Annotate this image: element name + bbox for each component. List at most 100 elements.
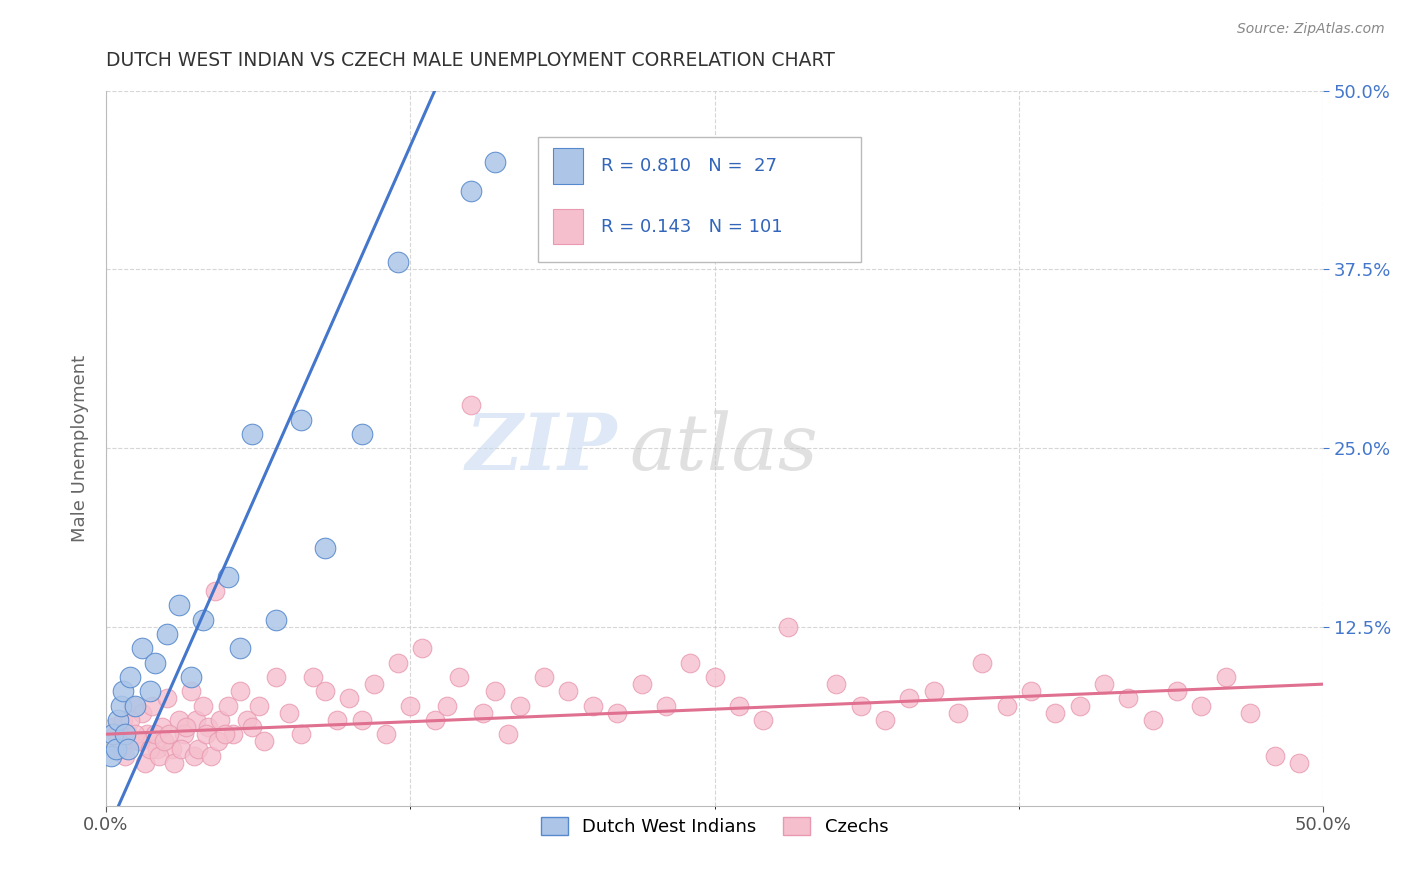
Point bbox=[117, 727, 139, 741]
Point bbox=[200, 748, 222, 763]
Point bbox=[156, 691, 179, 706]
Point bbox=[1191, 698, 1213, 713]
Point bbox=[204, 584, 226, 599]
Point bbox=[157, 727, 180, 741]
Point bbox=[399, 698, 422, 713]
Point bbox=[124, 698, 146, 713]
Point bbox=[153, 734, 176, 748]
Point bbox=[337, 691, 360, 706]
Point bbox=[266, 613, 288, 627]
Point bbox=[1092, 677, 1115, 691]
Point bbox=[703, 670, 725, 684]
Point bbox=[104, 741, 127, 756]
Point bbox=[114, 727, 136, 741]
Point bbox=[387, 255, 409, 269]
Point bbox=[460, 398, 482, 412]
Point bbox=[1069, 698, 1091, 713]
Point bbox=[825, 677, 848, 691]
Point bbox=[606, 706, 628, 720]
Point bbox=[240, 720, 263, 734]
Text: R = 0.143   N = 101: R = 0.143 N = 101 bbox=[602, 218, 783, 235]
Point bbox=[150, 720, 173, 734]
Point bbox=[134, 756, 156, 770]
Point bbox=[387, 656, 409, 670]
Point bbox=[776, 620, 799, 634]
Point bbox=[100, 748, 122, 763]
Point bbox=[350, 713, 373, 727]
Point bbox=[557, 684, 579, 698]
Point bbox=[423, 713, 446, 727]
Point bbox=[207, 734, 229, 748]
Point bbox=[138, 741, 160, 756]
Point bbox=[111, 713, 134, 727]
Point bbox=[143, 656, 166, 670]
Point bbox=[180, 670, 202, 684]
Point bbox=[447, 670, 470, 684]
Point bbox=[302, 670, 325, 684]
Point bbox=[160, 741, 183, 756]
Point bbox=[509, 698, 531, 713]
Point bbox=[120, 713, 142, 727]
Point bbox=[363, 677, 385, 691]
Point bbox=[103, 727, 125, 741]
Text: atlas: atlas bbox=[630, 410, 818, 486]
Point bbox=[326, 713, 349, 727]
Point bbox=[129, 734, 152, 748]
Point bbox=[582, 698, 605, 713]
Point bbox=[217, 570, 239, 584]
Point bbox=[247, 698, 270, 713]
Point bbox=[214, 727, 236, 741]
Point bbox=[193, 613, 215, 627]
Point bbox=[138, 684, 160, 698]
Point bbox=[121, 698, 143, 713]
Point bbox=[533, 670, 555, 684]
Point bbox=[873, 713, 896, 727]
Point bbox=[184, 713, 207, 727]
Point bbox=[1215, 670, 1237, 684]
Point bbox=[107, 741, 129, 756]
Point bbox=[1263, 748, 1285, 763]
Point bbox=[120, 670, 142, 684]
Point bbox=[173, 727, 195, 741]
Point bbox=[221, 727, 243, 741]
Text: R = 0.810   N =  27: R = 0.810 N = 27 bbox=[602, 157, 778, 175]
Point bbox=[146, 741, 169, 756]
Point bbox=[240, 426, 263, 441]
Point bbox=[411, 641, 433, 656]
Point bbox=[131, 641, 153, 656]
Point bbox=[460, 184, 482, 198]
Point bbox=[898, 691, 921, 706]
Bar bbox=[553, 148, 583, 184]
Text: ZIP: ZIP bbox=[465, 410, 617, 486]
Point bbox=[110, 698, 132, 713]
Point bbox=[1288, 756, 1310, 770]
Point bbox=[180, 684, 202, 698]
Point bbox=[849, 698, 872, 713]
Point bbox=[141, 698, 163, 713]
Point bbox=[111, 684, 134, 698]
Point bbox=[183, 748, 205, 763]
Point bbox=[217, 698, 239, 713]
Point bbox=[484, 155, 506, 169]
Text: DUTCH WEST INDIAN VS CZECH MALE UNEMPLOYMENT CORRELATION CHART: DUTCH WEST INDIAN VS CZECH MALE UNEMPLOY… bbox=[105, 51, 835, 70]
Point bbox=[350, 426, 373, 441]
Point bbox=[290, 412, 312, 426]
Point bbox=[236, 713, 259, 727]
Point bbox=[117, 741, 139, 756]
Point bbox=[472, 706, 495, 720]
Point bbox=[314, 541, 336, 556]
Point bbox=[104, 727, 127, 741]
Legend: Dutch West Indians, Czechs: Dutch West Indians, Czechs bbox=[533, 809, 896, 843]
FancyBboxPatch shape bbox=[538, 137, 860, 262]
Point bbox=[1142, 713, 1164, 727]
Point bbox=[197, 720, 219, 734]
Point bbox=[972, 656, 994, 670]
Point bbox=[995, 698, 1018, 713]
Point bbox=[163, 756, 186, 770]
Point bbox=[1118, 691, 1140, 706]
Point bbox=[174, 720, 197, 734]
Point bbox=[946, 706, 969, 720]
Text: Source: ZipAtlas.com: Source: ZipAtlas.com bbox=[1237, 22, 1385, 37]
Point bbox=[679, 656, 702, 670]
Point bbox=[187, 741, 209, 756]
